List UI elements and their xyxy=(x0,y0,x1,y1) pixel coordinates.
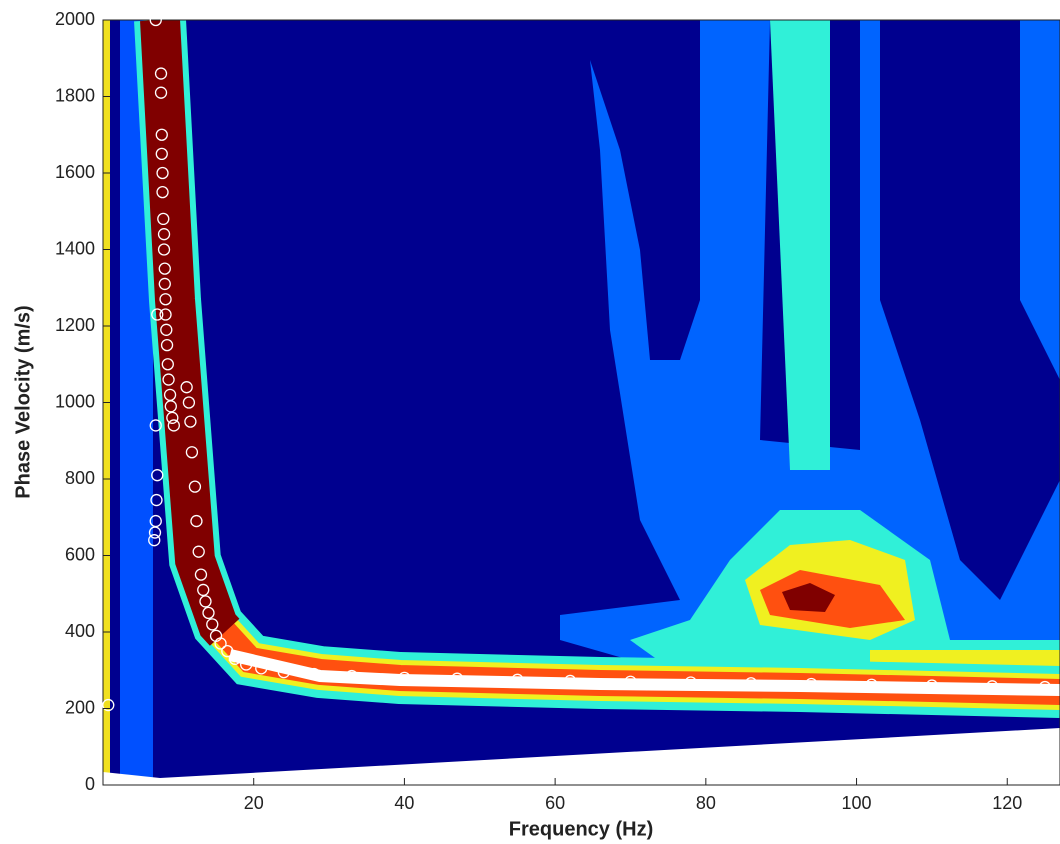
marker xyxy=(511,673,524,686)
x-tick-label: 20 xyxy=(244,793,264,813)
marker xyxy=(149,514,162,528)
marker xyxy=(160,338,174,352)
x-tick-label: 120 xyxy=(992,793,1022,813)
marker xyxy=(164,400,177,413)
y-tick-label: 400 xyxy=(65,621,95,641)
y-tick-label: 1200 xyxy=(55,315,95,335)
x-axis-label: Frequency (Hz) xyxy=(509,818,653,840)
marker xyxy=(154,67,168,80)
marker xyxy=(182,396,196,409)
marker xyxy=(167,419,180,432)
marker xyxy=(156,185,169,199)
marker xyxy=(155,147,168,161)
x-tick-label: 100 xyxy=(842,793,872,813)
marker xyxy=(149,13,162,27)
y-tick-label: 1400 xyxy=(55,238,95,258)
markers xyxy=(102,13,1052,712)
marker xyxy=(184,415,197,428)
y-axis-label: Phase Velocity (m/s) xyxy=(12,305,34,498)
marker xyxy=(154,86,168,99)
y-tick-label: 1000 xyxy=(55,391,95,411)
y-tick-label: 200 xyxy=(65,697,95,717)
marker xyxy=(925,679,939,692)
marker xyxy=(159,308,172,321)
marker xyxy=(150,493,163,507)
marker xyxy=(149,419,162,432)
marker xyxy=(624,675,637,688)
marker xyxy=(190,514,203,528)
marker xyxy=(194,568,208,581)
y-tick-label: 0 xyxy=(85,774,95,794)
marker xyxy=(158,262,171,275)
marker xyxy=(307,667,321,681)
marker xyxy=(221,644,234,658)
marker xyxy=(160,323,173,336)
contour-field xyxy=(103,20,1060,785)
marker xyxy=(162,373,175,386)
marker xyxy=(240,658,253,671)
marker xyxy=(255,662,268,675)
marker xyxy=(159,293,172,306)
marker xyxy=(684,676,697,689)
marker xyxy=(157,212,170,226)
marker xyxy=(151,308,164,321)
marker xyxy=(197,583,210,597)
y-tick-label: 800 xyxy=(65,468,95,488)
marker xyxy=(156,166,169,180)
marker xyxy=(192,545,205,558)
y-tick-label: 2000 xyxy=(55,9,95,29)
marker xyxy=(202,606,215,620)
marker xyxy=(1038,680,1052,694)
marker xyxy=(228,652,242,665)
y-tick-label: 600 xyxy=(65,544,95,564)
marker xyxy=(151,469,164,482)
x-tick-label: 60 xyxy=(545,793,565,813)
y-tick-label: 1800 xyxy=(55,85,95,105)
marker xyxy=(986,680,999,693)
x-tick-label: 80 xyxy=(696,793,716,813)
marker xyxy=(161,358,174,371)
y-tick-label: 1600 xyxy=(55,162,95,182)
marker xyxy=(166,411,179,424)
marker xyxy=(155,128,168,141)
marker xyxy=(158,277,171,291)
marker xyxy=(451,672,464,685)
marker xyxy=(157,228,171,241)
marker xyxy=(185,446,199,459)
marker xyxy=(277,666,291,679)
marker xyxy=(188,480,202,493)
marker xyxy=(199,595,212,608)
marker xyxy=(157,243,171,256)
marker xyxy=(148,534,161,547)
x-tick-label: 40 xyxy=(394,793,414,813)
marker xyxy=(206,618,219,631)
marker xyxy=(398,671,411,685)
marker xyxy=(214,637,227,650)
marker xyxy=(865,678,878,691)
marker xyxy=(564,674,577,688)
marker xyxy=(805,677,818,691)
marker xyxy=(744,677,758,690)
marker xyxy=(345,669,358,683)
marker xyxy=(102,698,115,712)
marker xyxy=(180,381,193,394)
